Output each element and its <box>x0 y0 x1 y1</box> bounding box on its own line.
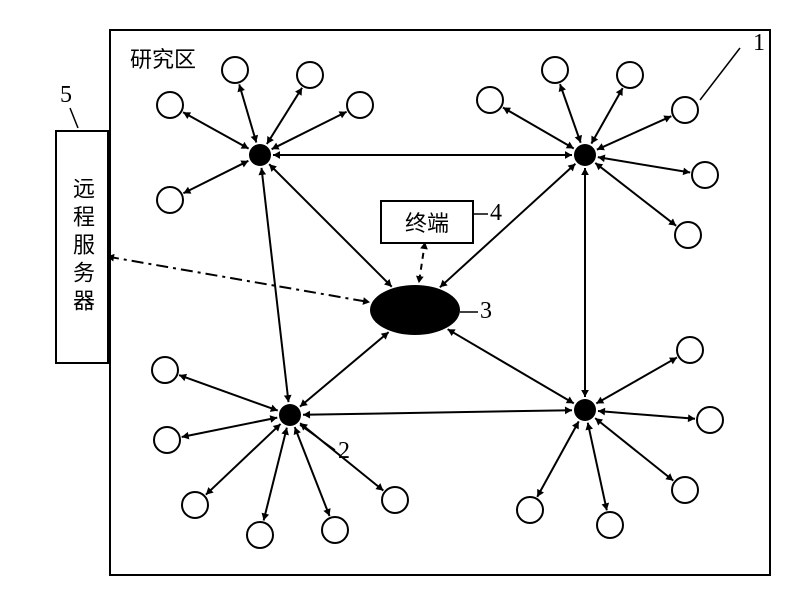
terminal-label: 终端 <box>405 206 449 238</box>
callout-5: 5 <box>60 82 72 109</box>
remote-server-label: 远程服务器 <box>66 177 98 317</box>
callout-2: 2 <box>338 438 350 465</box>
callout-3: 3 <box>480 298 492 325</box>
remote-server-box: 远程服务器 <box>55 130 109 364</box>
region-title: 研究区 <box>130 42 196 74</box>
callout-4: 4 <box>490 200 502 227</box>
diagram-canvas: 研究区 远程服务器 终端 1 2 3 4 5 <box>0 0 800 599</box>
callout-1: 1 <box>753 30 765 57</box>
terminal-box: 终端 <box>380 200 474 244</box>
diagram-svg <box>0 0 800 599</box>
